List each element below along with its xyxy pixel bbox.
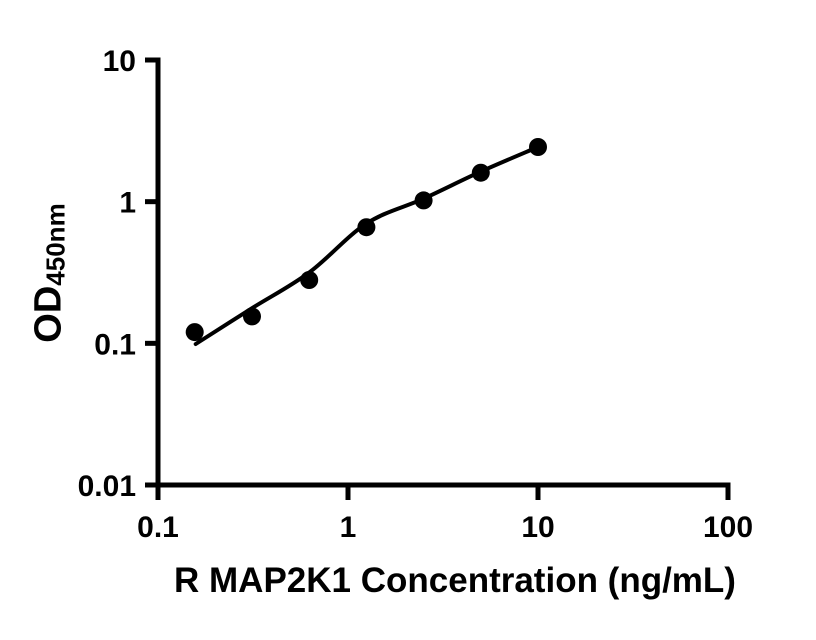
data-point [185, 323, 204, 342]
axis-spine [155, 57, 731, 488]
data-point [243, 307, 261, 326]
data-points [185, 138, 547, 342]
data-point [414, 191, 433, 210]
data-point [471, 163, 490, 182]
y-tick-label: 10 [103, 45, 136, 78]
y-axis: 0.01 0.1 1 10 [78, 45, 158, 503]
x-tick-label: 1 [340, 511, 357, 544]
y-axis-title-subscript: 450nm [40, 203, 71, 286]
x-tick-label: 100 [703, 511, 753, 544]
x-tick-label: 0.1 [137, 511, 179, 544]
y-tick-label: 0.1 [94, 328, 136, 361]
data-point [357, 218, 376, 237]
data-point [529, 138, 547, 156]
y-tick-label: 0.01 [78, 470, 136, 503]
y-axis-title-main: OD [27, 285, 70, 343]
x-axis-title: R MAP2K1 Concentration (ng/mL) [174, 561, 736, 600]
x-tick-label: 10 [521, 511, 554, 544]
x-axis: 0.1 1 10 100 [137, 485, 753, 544]
y-tick-label: 1 [119, 187, 136, 220]
data-point [300, 271, 319, 289]
